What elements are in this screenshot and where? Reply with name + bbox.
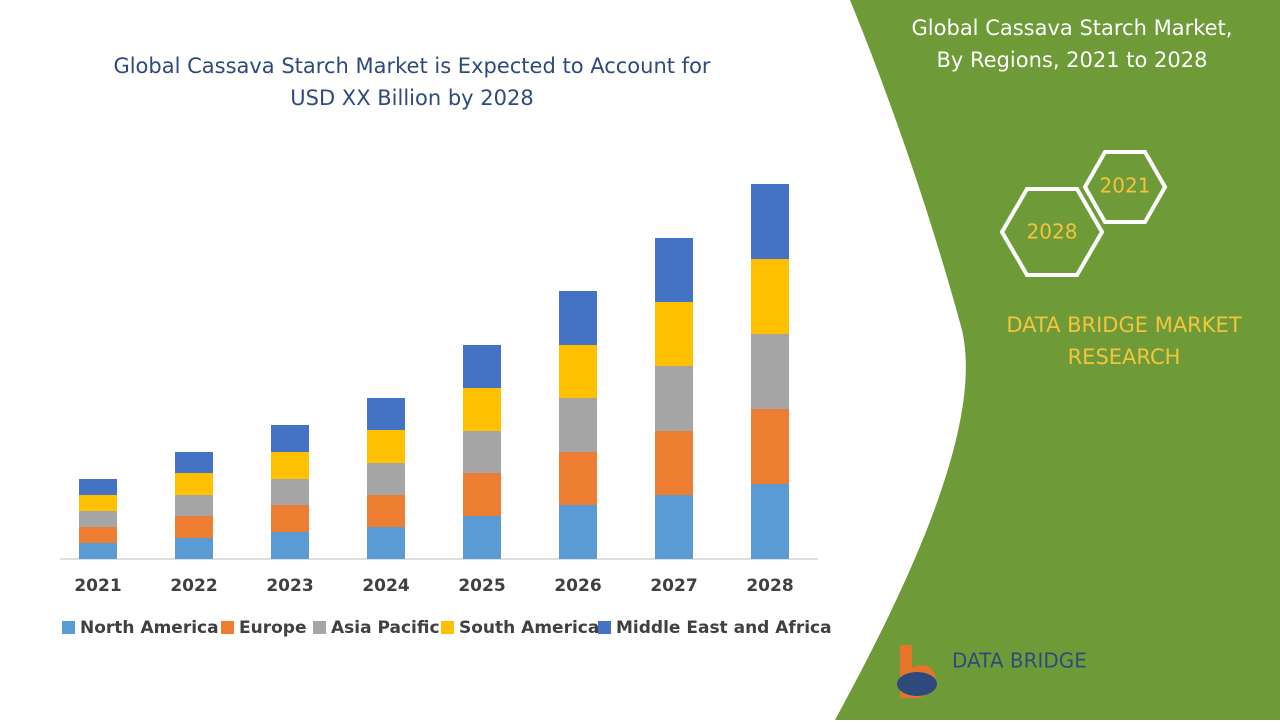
hexagon — [999, 187, 1105, 277]
bar-segment — [175, 538, 213, 559]
panel-title: By Regions, 2021 to 2028 — [936, 48, 1207, 72]
legend: North America Europe Asia Pacific South Ame… — [62, 618, 832, 638]
bar-segment — [79, 527, 117, 543]
x-tick-label: 2026 — [554, 576, 601, 596]
bar-segment — [79, 543, 117, 559]
bar-segment — [175, 473, 213, 495]
bar-segment — [367, 495, 405, 527]
bar-segment — [463, 345, 501, 388]
legend-label: South America — [459, 618, 599, 638]
bar-segment — [79, 479, 117, 495]
bar-segment — [271, 479, 309, 505]
x-tick-label: 2021 — [74, 576, 121, 596]
bar-segment — [751, 259, 789, 334]
x-tick-label: 2024 — [362, 576, 409, 596]
hexagon-label: 2028 — [1027, 220, 1078, 244]
bar-segment — [559, 452, 597, 505]
legend-swatch — [62, 621, 75, 634]
legend-label: Asia Pacific — [331, 618, 440, 638]
bar-segment — [463, 516, 501, 559]
bar-segment — [655, 302, 693, 366]
x-tick-label: 2022 — [170, 576, 217, 596]
x-tick-label: 2028 — [746, 576, 793, 596]
bar-segment — [751, 334, 789, 409]
hexagon — [1082, 150, 1168, 224]
bar-segment — [271, 532, 309, 559]
bar-segment — [655, 366, 693, 431]
bar-segment — [751, 184, 789, 259]
bar-segment — [271, 425, 309, 452]
bar-segment — [271, 452, 309, 479]
bar-segment — [79, 495, 117, 511]
bar-segment — [559, 291, 597, 345]
bar-segment — [655, 495, 693, 559]
bar-segment — [751, 484, 789, 559]
bar-segment — [751, 409, 789, 484]
bar-segment — [463, 431, 501, 473]
bar-segment — [655, 238, 693, 302]
bar-segment — [175, 516, 213, 538]
bar-segment — [367, 463, 405, 495]
side-panel — [835, 0, 1280, 720]
bar-segment — [559, 505, 597, 559]
brand-text: RESEARCH — [1068, 345, 1181, 369]
bar-segment — [175, 495, 213, 516]
bar-segment — [367, 430, 405, 463]
legend-swatch — [441, 621, 454, 634]
legend-swatch — [313, 621, 326, 634]
bar-segment — [463, 473, 501, 516]
legend-label: Middle East and Africa — [616, 618, 832, 638]
bar-segment — [559, 345, 597, 398]
bar-segment — [367, 398, 405, 430]
x-tick-label: 2025 — [458, 576, 505, 596]
chart-title: USD XX Billion by 2028 — [290, 86, 533, 110]
logo-mark — [897, 672, 937, 696]
bar-segment — [655, 431, 693, 495]
bar-segment — [367, 527, 405, 559]
bar-segment — [271, 505, 309, 532]
bar-segment — [559, 398, 597, 452]
legend-label: North America — [80, 618, 219, 638]
legend-swatch — [221, 621, 234, 634]
x-tick-label: 2023 — [266, 576, 313, 596]
bar-segment — [175, 452, 213, 473]
bars: 2021 2022 2023 2024 2025 2026 2027 2028 — [74, 184, 794, 596]
logo: DATA BRIDGE — [897, 645, 1087, 698]
bar-segment — [79, 511, 117, 527]
panel-title: Global Cassava Starch Market, — [912, 16, 1233, 40]
logo-text: DATA BRIDGE — [952, 649, 1087, 673]
bar-segment — [463, 388, 501, 431]
x-tick-label: 2027 — [650, 576, 697, 596]
chart-title: Global Cassava Starch Market is Expected… — [113, 54, 710, 78]
hexagon-label: 2021 — [1100, 174, 1151, 198]
legend-swatch — [598, 621, 611, 634]
legend-label: Europe — [239, 618, 306, 638]
brand-text: DATA BRIDGE MARKET — [1006, 313, 1241, 337]
